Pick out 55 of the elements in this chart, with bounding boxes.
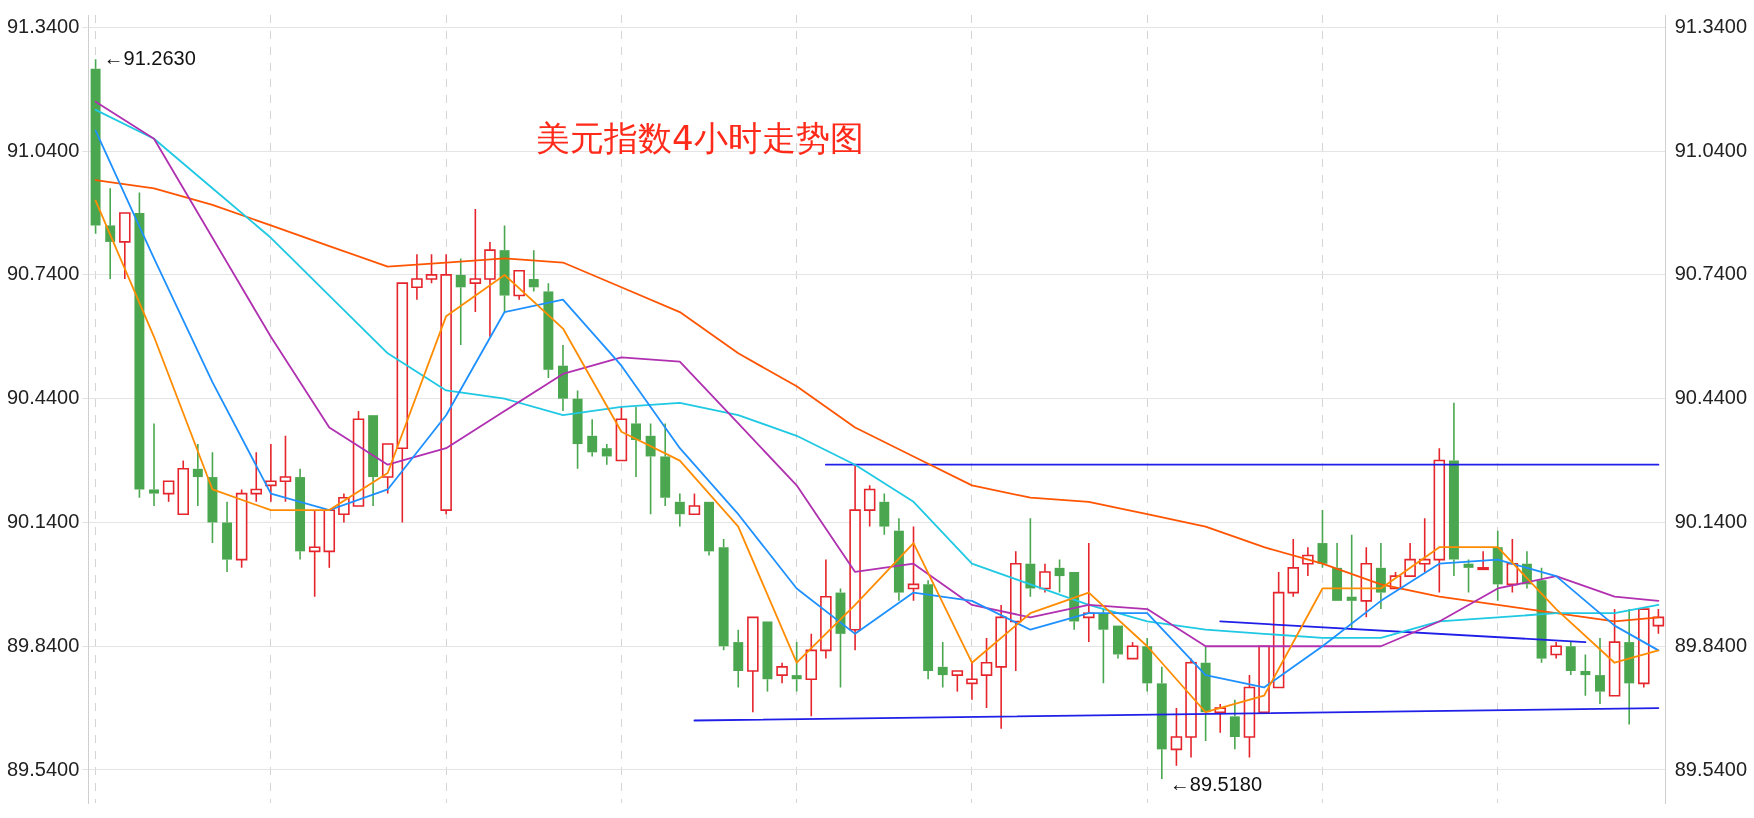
candlestick [1200, 645, 1211, 742]
y-tick-label: 89.5400 [7, 757, 80, 780]
y2-tick-label: 90.4400 [1674, 386, 1747, 409]
annotation: ←91.2630 [103, 46, 196, 69]
candlestick [222, 501, 233, 573]
y2-tick-label: 91.3400 [1674, 14, 1747, 37]
candlestick [1565, 641, 1576, 676]
candlestick [572, 389, 583, 470]
candlestick [558, 344, 568, 412]
candlestick [1595, 637, 1605, 705]
candlestick [1580, 653, 1591, 697]
candlestick [295, 468, 306, 561]
candlestick [937, 641, 948, 689]
candlestick [631, 406, 641, 478]
candlestick [149, 422, 159, 507]
candlestick [528, 249, 539, 293]
y-tick-label: 91.0400 [7, 138, 80, 161]
text: 美元指数4小时走势图 [536, 117, 864, 160]
candlestick [587, 418, 598, 458]
candlestick [1346, 534, 1357, 631]
y2-tick-label: 90.1400 [1674, 509, 1747, 532]
candlestick [192, 443, 203, 507]
candlestick [1624, 608, 1635, 726]
y-tick-label: 90.4400 [7, 386, 80, 409]
candlestick [660, 422, 671, 507]
candlestick [601, 443, 612, 466]
candlestick [499, 224, 510, 313]
candlestick [134, 191, 145, 499]
candlestick [923, 579, 934, 681]
candlestick [893, 517, 904, 602]
candlestick [704, 501, 714, 557]
candlestick [1113, 625, 1123, 660]
y-tick-label: 89.8400 [7, 633, 80, 656]
candlestick [455, 257, 466, 346]
candlestick [1448, 402, 1459, 577]
y2-tick-label: 89.5400 [1674, 757, 1747, 780]
candlestick [733, 628, 744, 689]
candlestick [1332, 542, 1343, 601]
candlestick [1229, 699, 1240, 751]
y-tick-label: 90.7400 [7, 262, 80, 285]
candlestick [1098, 608, 1109, 685]
y2-tick-label: 89.8400 [1674, 633, 1747, 656]
candlestick [791, 641, 802, 693]
candlestick [1156, 666, 1167, 780]
candlestick [368, 415, 379, 507]
annotation: ←89.5180 [1169, 772, 1263, 795]
y2-tick-label: 91.0400 [1674, 138, 1747, 161]
candlestick [1054, 558, 1065, 594]
y2-tick-label: 90.7400 [1674, 262, 1747, 285]
y-tick-label: 91.3400 [7, 14, 80, 37]
y-tick-label: 90.1400 [7, 509, 80, 532]
candlestick [207, 451, 218, 544]
candlestick [1492, 529, 1503, 602]
candlestick [674, 492, 685, 528]
candlestick [1142, 637, 1153, 693]
